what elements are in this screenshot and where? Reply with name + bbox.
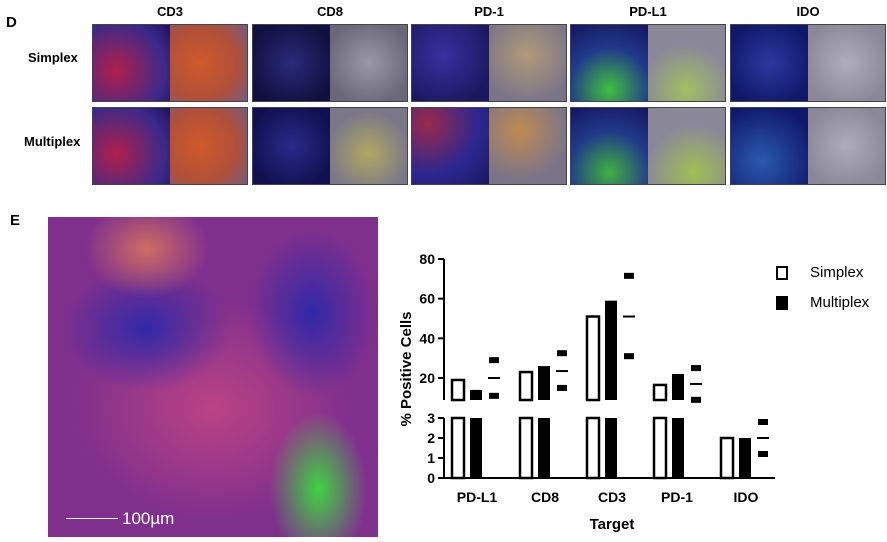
error-lower-marker <box>758 451 768 457</box>
bar-multiplex-pd-1-lower <box>672 418 684 478</box>
micrograph-tile-multiplex-cd3 <box>92 107 248 185</box>
row-label-simplex: Simplex <box>28 50 78 65</box>
bar-simplex-pd-l1-lower <box>450 416 466 480</box>
x-tick-label: CD3 <box>598 489 626 505</box>
micrograph-tile-simplex-cd3 <box>92 24 248 102</box>
bar-simplex-ido <box>719 436 735 480</box>
legend-label-simplex: Simplex <box>810 264 864 281</box>
bar-simplex-pd-1-lower <box>652 416 668 480</box>
panel-e-letter: E <box>10 212 21 229</box>
x-tick-label: CD8 <box>531 489 559 505</box>
y-tick-label: 2 <box>427 430 435 446</box>
legend-label-multiplex: Multiplex <box>810 294 870 311</box>
column-label-cd8: CD8 <box>316 4 343 19</box>
column-label-cd3: CD3 <box>156 4 183 19</box>
error-upper-marker <box>624 272 634 279</box>
y-tick-label: 80 <box>419 251 435 267</box>
micrograph-tile-multiplex-cd8 <box>252 107 408 185</box>
micrograph-tile-simplex-pd1 <box>411 24 567 102</box>
bar-multiplex-cd8-lower <box>538 418 550 478</box>
bar-multiplex-cd3 <box>605 300 617 400</box>
y-axis-label: % Positive Cells <box>398 311 415 426</box>
error-lower-marker <box>489 392 499 399</box>
merged-micrograph <box>48 217 378 537</box>
micrograph-tile-multiplex-ido <box>730 107 886 185</box>
legend-swatch-simplex <box>776 266 788 280</box>
error-upper-marker <box>557 350 567 357</box>
micrograph-tile-multiplex-pdl1 <box>570 107 726 185</box>
error-lower-marker <box>624 353 634 360</box>
bar-multiplex-pd-l1 <box>470 389 482 400</box>
micrograph-tile-multiplex-pd1 <box>411 107 567 185</box>
bar-simplex-pd-l1 <box>450 378 466 402</box>
column-label-pdl1: PD-L1 <box>629 4 667 19</box>
bar-multiplex-cd8 <box>538 366 550 400</box>
bar-simplex-cd3-lower <box>585 416 601 480</box>
row-label-multiplex: Multiplex <box>24 134 81 149</box>
micrograph-tile-simplex-ido <box>730 24 886 102</box>
column-label-pd1: PD-1 <box>474 4 504 19</box>
scale-bar <box>66 518 118 519</box>
micrograph-tile-simplex-pdl1 <box>570 24 726 102</box>
error-lower-marker <box>691 396 701 403</box>
x-tick-label: IDO <box>734 489 759 505</box>
error-upper-marker <box>489 357 499 364</box>
column-label-ido: IDO <box>796 4 820 19</box>
y-tick-label: 40 <box>419 330 435 346</box>
legend-swatch-multiplex <box>776 296 788 310</box>
y-tick-label: 20 <box>419 370 435 386</box>
bar-multiplex-pd-l1-lower <box>470 418 482 478</box>
error-upper-marker <box>758 419 768 425</box>
bar-simplex-cd3 <box>585 315 601 402</box>
bar-simplex-cd8 <box>518 370 534 402</box>
bar-simplex-pd-1 <box>652 383 668 402</box>
bar-simplex-cd8-lower <box>518 416 534 480</box>
y-tick-label: 0 <box>427 470 435 486</box>
bar-multiplex-ido <box>739 438 751 478</box>
micrograph-tile-simplex-cd8 <box>252 24 408 102</box>
panel-d-letter: D <box>6 14 17 31</box>
x-axis-label: Target <box>590 516 635 533</box>
scale-bar-label: 100µm <box>122 509 175 528</box>
x-tick-label: PD-L1 <box>457 489 498 505</box>
error-lower-marker <box>557 384 567 391</box>
x-tick-label: PD-1 <box>661 489 693 505</box>
y-tick-label: 1 <box>427 450 435 466</box>
bar-multiplex-pd-1 <box>672 374 684 400</box>
error-upper-marker <box>691 365 701 372</box>
y-tick-label: 60 <box>419 291 435 307</box>
y-tick-label: 3 <box>427 410 435 426</box>
bar-multiplex-cd3-lower <box>605 418 617 478</box>
